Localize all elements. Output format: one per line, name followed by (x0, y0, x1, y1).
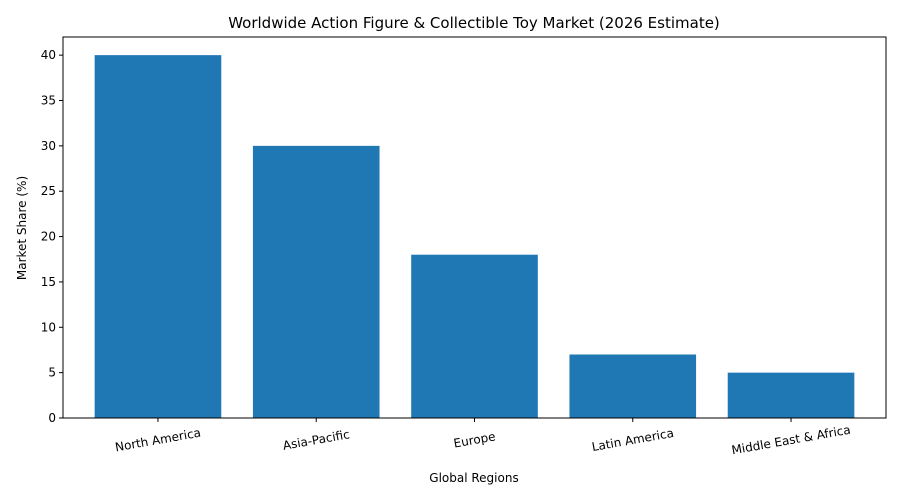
y-tick-label: 10 (41, 320, 56, 334)
x-axis-label: Global Regions (429, 471, 518, 485)
y-tick-label: 5 (48, 366, 56, 380)
x-tick-label: Latin America (591, 426, 675, 454)
y-tick-label: 25 (41, 184, 56, 198)
y-tick-label: 40 (41, 48, 56, 62)
plot-frame (62, 36, 887, 419)
bar (411, 254, 538, 418)
y-tick-label: 20 (41, 230, 56, 244)
x-tick-label: Middle East & Africa (730, 423, 851, 458)
y-tick-label: 0 (48, 411, 56, 425)
y-tick-label: 35 (41, 94, 56, 108)
x-tick-label: North America (114, 426, 202, 455)
y-axis-label: Market Share (%) (15, 176, 29, 280)
bar (94, 55, 222, 419)
bar (569, 354, 697, 418)
x-tick-label: Europe (453, 429, 497, 450)
x-tick-label: Asia-Pacific (282, 427, 351, 453)
bar (727, 372, 855, 418)
y-tick-label: 15 (41, 275, 56, 289)
bar (252, 145, 380, 418)
y-tick-label: 30 (41, 139, 56, 153)
chart-title: Worldwide Action Figure & Collectible To… (228, 14, 720, 32)
